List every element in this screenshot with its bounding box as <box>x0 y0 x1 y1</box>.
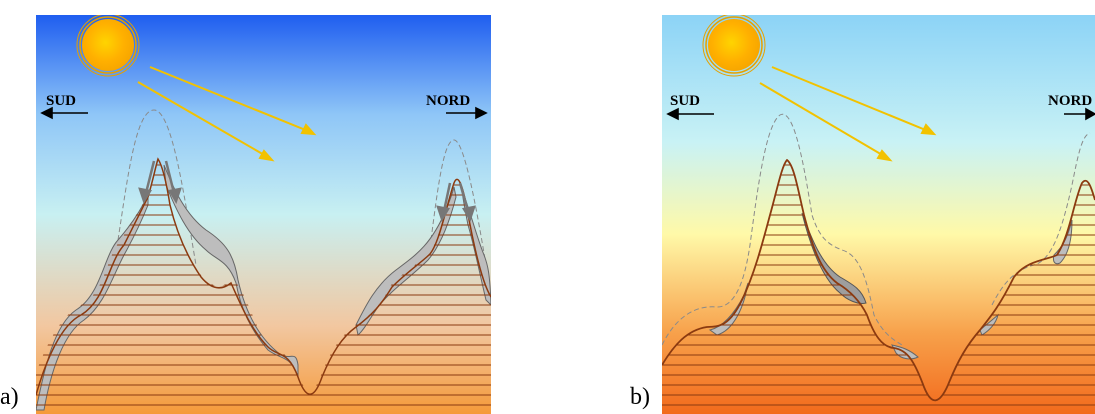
sun-rays <box>759 66 937 162</box>
dashed-profile <box>662 113 1091 346</box>
north-label: NORD <box>426 93 470 109</box>
mountain-scene-a: SUD NORD <box>36 15 491 414</box>
south-label: SUD <box>46 93 76 109</box>
dashed-profile-left <box>117 109 197 266</box>
south-label: SUD <box>670 93 700 109</box>
north-arrow-icon <box>446 106 488 120</box>
sun-icon <box>76 15 140 77</box>
sun-icon <box>702 15 766 77</box>
wind-arrows-right <box>436 182 476 222</box>
panel-b: b) <box>630 0 1095 414</box>
panel-label: a) <box>0 384 19 410</box>
sky-background <box>36 15 491 414</box>
north-arrow-icon <box>1064 107 1095 121</box>
south-arrow-icon <box>40 106 88 120</box>
north-label: NORD <box>1048 93 1092 109</box>
panel-a: a) <box>0 0 500 414</box>
south-arrow-icon <box>666 107 714 121</box>
mountain-scene-b: SUD NORD <box>662 15 1095 414</box>
sun-rays <box>137 66 317 162</box>
mountain-outline-b <box>662 158 1095 402</box>
wind-arrows-left <box>138 160 182 204</box>
sky-background <box>662 15 1095 414</box>
panel-label: b) <box>630 384 650 410</box>
snow-drift-center <box>163 164 299 378</box>
dashed-profile-right <box>430 139 487 266</box>
